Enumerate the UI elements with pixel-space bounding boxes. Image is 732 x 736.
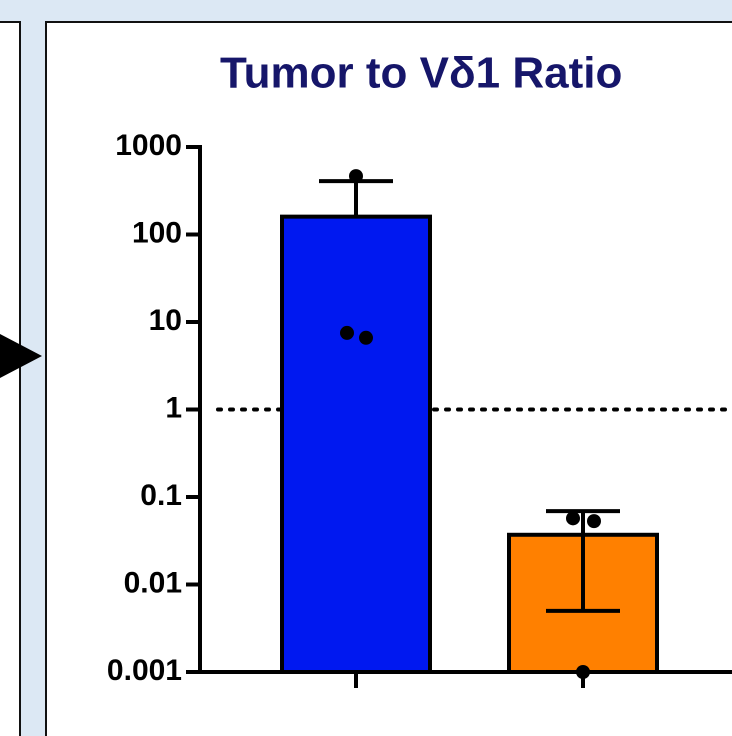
y-tick-label: 0.1: [140, 479, 182, 512]
chart-title: Tumor to Vδ1 Ratio: [220, 49, 622, 98]
y-tick-label: 0.001: [107, 654, 182, 687]
y-tick-label: 1: [165, 391, 182, 424]
y-tick-label: 0.01: [124, 566, 182, 599]
left-panel: [0, 21, 21, 736]
data-point: [587, 514, 601, 529]
data-point: [566, 511, 580, 526]
data-point: [359, 330, 373, 345]
data-point: [340, 325, 354, 340]
data-point: [349, 169, 363, 184]
y-tick-label: 100: [132, 216, 182, 249]
y-tick-label: 10: [149, 304, 182, 337]
y-tick-label: 1000: [115, 129, 182, 162]
bar: [280, 214, 432, 674]
arrow-head: [0, 334, 42, 378]
